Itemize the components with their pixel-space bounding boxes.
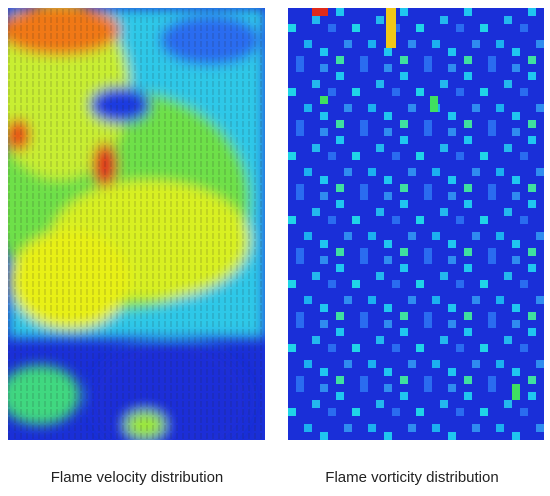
velocity-map [8, 8, 265, 440]
vorticity-map [288, 8, 544, 440]
caption: Flame vorticity distribution [325, 469, 498, 486]
caption: Flame velocity distribution [51, 469, 224, 486]
